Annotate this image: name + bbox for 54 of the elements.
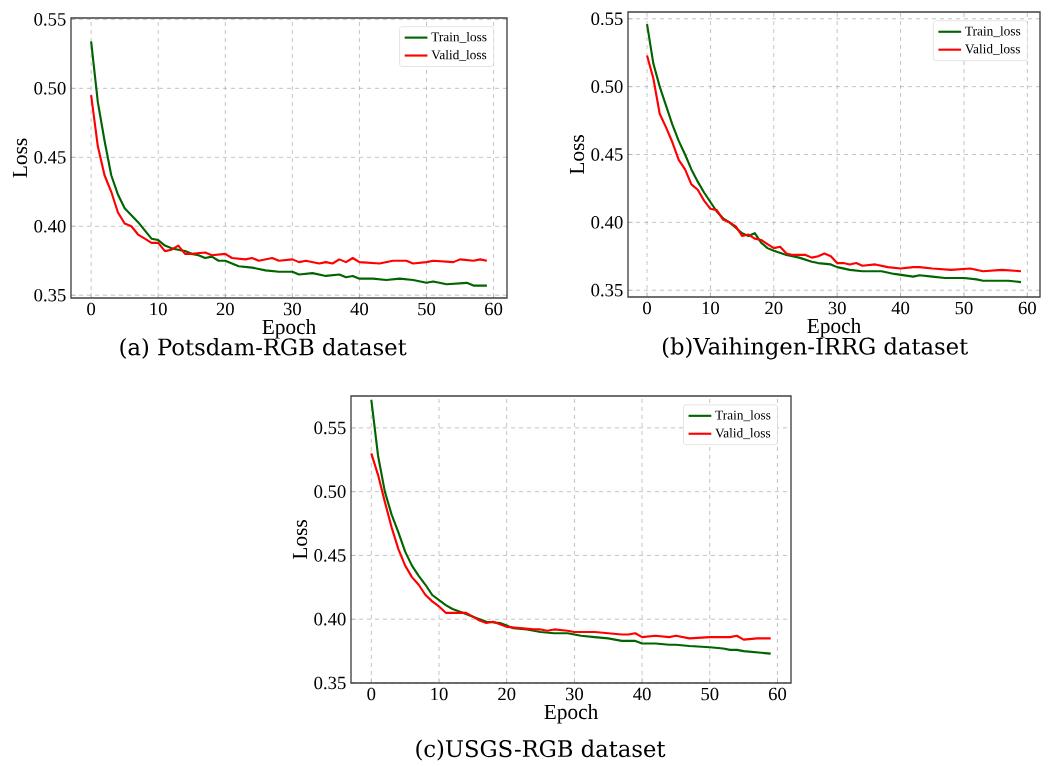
- x-tick-label: 50: [701, 687, 719, 701]
- line-series: [645, 54, 1023, 273]
- x-tick-label: 30: [828, 301, 846, 315]
- x-tick-label: 20: [498, 687, 516, 701]
- x-tick-label: 0: [367, 687, 376, 701]
- line-series: [90, 94, 488, 265]
- y-tick-label: 0.55: [314, 421, 346, 435]
- x-axis-title: Epoch: [262, 319, 316, 339]
- x-tick-label: 10: [150, 302, 167, 316]
- y-tick-label: 0.35: [591, 283, 623, 297]
- legend-label: Train_loss: [965, 26, 1021, 38]
- y-tick-label: 0.45: [34, 150, 66, 164]
- y-tick-label: 0.55: [591, 12, 623, 26]
- x-tick-label: 20: [765, 301, 783, 315]
- x-tick-label: 60: [768, 687, 787, 701]
- legend-label: Valid_loss: [965, 44, 1020, 56]
- legend-label: Train_loss: [431, 31, 487, 43]
- y-tick-label: 0.55: [34, 13, 66, 26]
- y-tick-label: 0.35: [34, 288, 66, 302]
- x-tick-label: 60: [1018, 301, 1036, 315]
- x-tick-label: 10: [702, 301, 720, 315]
- y-tick-label: 0.50: [591, 80, 623, 93]
- x-tick-label: 50: [955, 301, 973, 315]
- legend-label: Valid_loss: [431, 49, 487, 61]
- y-tick-label: 0.50: [314, 485, 346, 499]
- x-tick-label: 20: [216, 302, 234, 316]
- y-tick-label: 0.45: [314, 549, 346, 562]
- y-axis-title: Loss: [292, 520, 308, 560]
- y-tick-label: 0.40: [591, 216, 623, 229]
- y-tick-label: 0.50: [34, 81, 66, 95]
- x-tick-label: 40: [350, 302, 369, 316]
- x-axis-title: Epoch: [544, 704, 598, 724]
- line-series: [645, 23, 1023, 284]
- y-tick-label: 0.40: [314, 612, 346, 626]
- x-tick-label: 30: [565, 687, 584, 701]
- text: (a) Potsdam-RGB dataset: [120, 337, 407, 359]
- x-tick-label: 40: [891, 301, 910, 315]
- x-tick-label: 40: [633, 687, 651, 701]
- x-tick-label: 60: [485, 302, 503, 316]
- x-tick-label: 0: [87, 302, 96, 316]
- y-tick-label: 0.45: [591, 148, 623, 161]
- text: (c)USGS-RGB dataset: [416, 739, 666, 761]
- x-tick-label: 0: [643, 301, 651, 315]
- y-tick-label: 0.40: [34, 219, 66, 233]
- y-axis-title: Loss: [12, 138, 28, 178]
- y-axis-title: Loss: [569, 135, 585, 175]
- y-tick-label: 0.35: [314, 676, 346, 690]
- x-tick-label: 50: [418, 302, 436, 316]
- legend-label: Train_loss: [715, 410, 771, 422]
- x-axis-title: Epoch: [807, 318, 861, 338]
- legend-label: Valid_loss: [715, 428, 771, 440]
- x-tick-label: 30: [283, 302, 301, 316]
- x-tick-label: 10: [431, 687, 448, 701]
- text: (b)Vaihingen-IRRG dataset: [662, 337, 969, 360]
